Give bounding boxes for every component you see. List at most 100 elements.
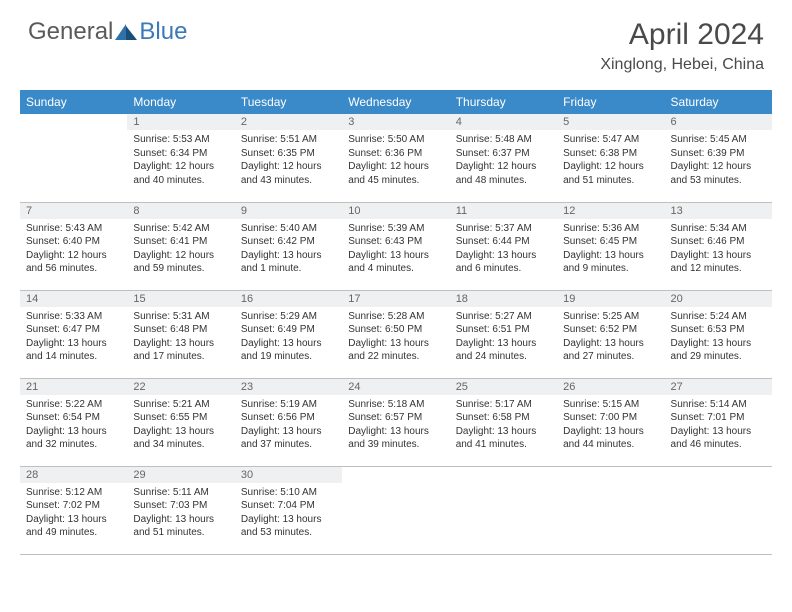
calendar-cell: 10Sunrise: 5:39 AMSunset: 6:43 PMDayligh… (342, 202, 449, 290)
weekday-header: Wednesday (342, 90, 449, 114)
weekday-header: Friday (557, 90, 664, 114)
day-number: 26 (557, 379, 664, 395)
weekday-header: Saturday (665, 90, 772, 114)
calendar-cell: 22Sunrise: 5:21 AMSunset: 6:55 PMDayligh… (127, 378, 234, 466)
day-number: 18 (450, 291, 557, 307)
day-content: Sunrise: 5:29 AMSunset: 6:49 PMDaylight:… (235, 307, 342, 370)
day-number: 11 (450, 203, 557, 219)
calendar-cell: 9Sunrise: 5:40 AMSunset: 6:42 PMDaylight… (235, 202, 342, 290)
day-content: Sunrise: 5:27 AMSunset: 6:51 PMDaylight:… (450, 307, 557, 370)
day-content: Sunrise: 5:25 AMSunset: 6:52 PMDaylight:… (557, 307, 664, 370)
calendar-cell: 5Sunrise: 5:47 AMSunset: 6:38 PMDaylight… (557, 114, 664, 202)
day-content: Sunrise: 5:36 AMSunset: 6:45 PMDaylight:… (557, 219, 664, 282)
calendar-cell: 29Sunrise: 5:11 AMSunset: 7:03 PMDayligh… (127, 466, 234, 554)
day-content: Sunrise: 5:11 AMSunset: 7:03 PMDaylight:… (127, 483, 234, 546)
calendar-row: 1Sunrise: 5:53 AMSunset: 6:34 PMDaylight… (20, 114, 772, 202)
calendar-cell: 4Sunrise: 5:48 AMSunset: 6:37 PMDaylight… (450, 114, 557, 202)
calendar-cell: 13Sunrise: 5:34 AMSunset: 6:46 PMDayligh… (665, 202, 772, 290)
calendar-table: SundayMondayTuesdayWednesdayThursdayFrid… (20, 90, 772, 555)
calendar-cell: 30Sunrise: 5:10 AMSunset: 7:04 PMDayligh… (235, 466, 342, 554)
calendar-cell: 18Sunrise: 5:27 AMSunset: 6:51 PMDayligh… (450, 290, 557, 378)
day-number: 4 (450, 114, 557, 130)
day-content: Sunrise: 5:21 AMSunset: 6:55 PMDaylight:… (127, 395, 234, 458)
day-number: 22 (127, 379, 234, 395)
calendar-cell: 6Sunrise: 5:45 AMSunset: 6:39 PMDaylight… (665, 114, 772, 202)
calendar-cell-empty (665, 466, 772, 554)
day-number: 17 (342, 291, 449, 307)
calendar-body: 1Sunrise: 5:53 AMSunset: 6:34 PMDaylight… (20, 114, 772, 554)
day-number: 16 (235, 291, 342, 307)
day-content: Sunrise: 5:39 AMSunset: 6:43 PMDaylight:… (342, 219, 449, 282)
day-content: Sunrise: 5:14 AMSunset: 7:01 PMDaylight:… (665, 395, 772, 458)
weekday-row: SundayMondayTuesdayWednesdayThursdayFrid… (20, 90, 772, 114)
day-content: Sunrise: 5:40 AMSunset: 6:42 PMDaylight:… (235, 219, 342, 282)
calendar-cell: 12Sunrise: 5:36 AMSunset: 6:45 PMDayligh… (557, 202, 664, 290)
calendar-row: 14Sunrise: 5:33 AMSunset: 6:47 PMDayligh… (20, 290, 772, 378)
calendar-cell-empty (450, 466, 557, 554)
day-number: 20 (665, 291, 772, 307)
day-number: 21 (20, 379, 127, 395)
calendar-cell: 27Sunrise: 5:14 AMSunset: 7:01 PMDayligh… (665, 378, 772, 466)
calendar-cell: 14Sunrise: 5:33 AMSunset: 6:47 PMDayligh… (20, 290, 127, 378)
day-content: Sunrise: 5:24 AMSunset: 6:53 PMDaylight:… (665, 307, 772, 370)
calendar-cell: 2Sunrise: 5:51 AMSunset: 6:35 PMDaylight… (235, 114, 342, 202)
day-content: Sunrise: 5:43 AMSunset: 6:40 PMDaylight:… (20, 219, 127, 282)
logo: General Blue (28, 18, 187, 46)
day-number: 25 (450, 379, 557, 395)
calendar-cell: 24Sunrise: 5:18 AMSunset: 6:57 PMDayligh… (342, 378, 449, 466)
day-number: 5 (557, 114, 664, 130)
day-content: Sunrise: 5:10 AMSunset: 7:04 PMDaylight:… (235, 483, 342, 546)
calendar-cell-empty (342, 466, 449, 554)
logo-word-2: Blue (139, 18, 187, 46)
day-content: Sunrise: 5:28 AMSunset: 6:50 PMDaylight:… (342, 307, 449, 370)
calendar-cell: 15Sunrise: 5:31 AMSunset: 6:48 PMDayligh… (127, 290, 234, 378)
day-content: Sunrise: 5:45 AMSunset: 6:39 PMDaylight:… (665, 130, 772, 193)
weekday-header: Tuesday (235, 90, 342, 114)
day-content: Sunrise: 5:31 AMSunset: 6:48 PMDaylight:… (127, 307, 234, 370)
day-number: 19 (557, 291, 664, 307)
weekday-header: Sunday (20, 90, 127, 114)
day-number: 29 (127, 467, 234, 483)
day-number: 23 (235, 379, 342, 395)
day-content: Sunrise: 5:12 AMSunset: 7:02 PMDaylight:… (20, 483, 127, 546)
day-number: 8 (127, 203, 234, 219)
calendar-cell-empty (20, 114, 127, 202)
calendar-head: SundayMondayTuesdayWednesdayThursdayFrid… (20, 90, 772, 114)
day-number: 13 (665, 203, 772, 219)
location-text: Xinglong, Hebei, China (600, 56, 764, 74)
header: General Blue April 2024 Xinglong, Hebei,… (0, 0, 792, 82)
day-content: Sunrise: 5:15 AMSunset: 7:00 PMDaylight:… (557, 395, 664, 458)
day-number: 7 (20, 203, 127, 219)
weekday-header: Monday (127, 90, 234, 114)
calendar-cell: 11Sunrise: 5:37 AMSunset: 6:44 PMDayligh… (450, 202, 557, 290)
day-content: Sunrise: 5:51 AMSunset: 6:35 PMDaylight:… (235, 130, 342, 193)
weekday-header: Thursday (450, 90, 557, 114)
calendar-cell: 1Sunrise: 5:53 AMSunset: 6:34 PMDaylight… (127, 114, 234, 202)
day-number: 1 (127, 114, 234, 130)
day-content: Sunrise: 5:37 AMSunset: 6:44 PMDaylight:… (450, 219, 557, 282)
calendar-cell: 26Sunrise: 5:15 AMSunset: 7:00 PMDayligh… (557, 378, 664, 466)
calendar-cell: 19Sunrise: 5:25 AMSunset: 6:52 PMDayligh… (557, 290, 664, 378)
day-number: 2 (235, 114, 342, 130)
day-number: 10 (342, 203, 449, 219)
calendar-cell: 8Sunrise: 5:42 AMSunset: 6:41 PMDaylight… (127, 202, 234, 290)
day-content: Sunrise: 5:33 AMSunset: 6:47 PMDaylight:… (20, 307, 127, 370)
day-content: Sunrise: 5:48 AMSunset: 6:37 PMDaylight:… (450, 130, 557, 193)
day-number: 24 (342, 379, 449, 395)
day-content: Sunrise: 5:53 AMSunset: 6:34 PMDaylight:… (127, 130, 234, 193)
calendar-cell: 20Sunrise: 5:24 AMSunset: 6:53 PMDayligh… (665, 290, 772, 378)
day-content: Sunrise: 5:42 AMSunset: 6:41 PMDaylight:… (127, 219, 234, 282)
sail-icon (115, 24, 137, 40)
calendar-cell: 7Sunrise: 5:43 AMSunset: 6:40 PMDaylight… (20, 202, 127, 290)
calendar-cell: 21Sunrise: 5:22 AMSunset: 6:54 PMDayligh… (20, 378, 127, 466)
day-content: Sunrise: 5:47 AMSunset: 6:38 PMDaylight:… (557, 130, 664, 193)
day-content: Sunrise: 5:34 AMSunset: 6:46 PMDaylight:… (665, 219, 772, 282)
calendar-cell: 23Sunrise: 5:19 AMSunset: 6:56 PMDayligh… (235, 378, 342, 466)
calendar-cell: 25Sunrise: 5:17 AMSunset: 6:58 PMDayligh… (450, 378, 557, 466)
day-number: 15 (127, 291, 234, 307)
calendar-cell: 17Sunrise: 5:28 AMSunset: 6:50 PMDayligh… (342, 290, 449, 378)
day-content: Sunrise: 5:17 AMSunset: 6:58 PMDaylight:… (450, 395, 557, 458)
day-number: 3 (342, 114, 449, 130)
day-number: 9 (235, 203, 342, 219)
calendar-cell: 3Sunrise: 5:50 AMSunset: 6:36 PMDaylight… (342, 114, 449, 202)
